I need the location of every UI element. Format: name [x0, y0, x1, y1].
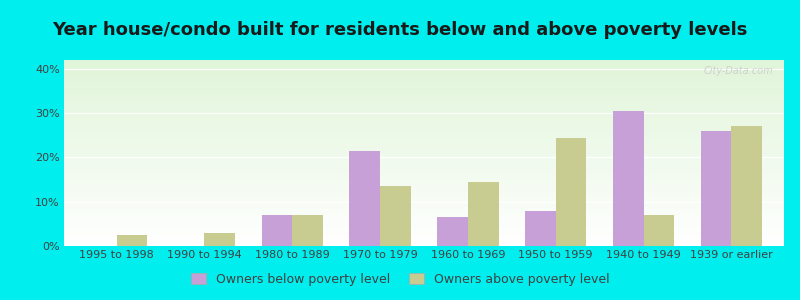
Bar: [468, 182, 498, 246]
Bar: [262, 215, 292, 246]
Text: Year house/condo built for residents below and above poverty levels: Year house/condo built for residents bel…: [52, 21, 748, 39]
Legend: Owners below poverty level, Owners above poverty level: Owners below poverty level, Owners above…: [186, 268, 614, 291]
Bar: [643, 215, 674, 246]
Bar: [731, 126, 762, 246]
Bar: [117, 235, 147, 246]
Bar: [525, 211, 556, 246]
Bar: [205, 233, 235, 246]
Bar: [380, 186, 411, 246]
Bar: [437, 217, 468, 246]
Bar: [613, 111, 643, 246]
Bar: [556, 137, 586, 246]
Bar: [350, 151, 380, 246]
Bar: [701, 131, 731, 246]
Text: City-Data.com: City-Data.com: [703, 66, 773, 76]
Bar: [292, 215, 323, 246]
